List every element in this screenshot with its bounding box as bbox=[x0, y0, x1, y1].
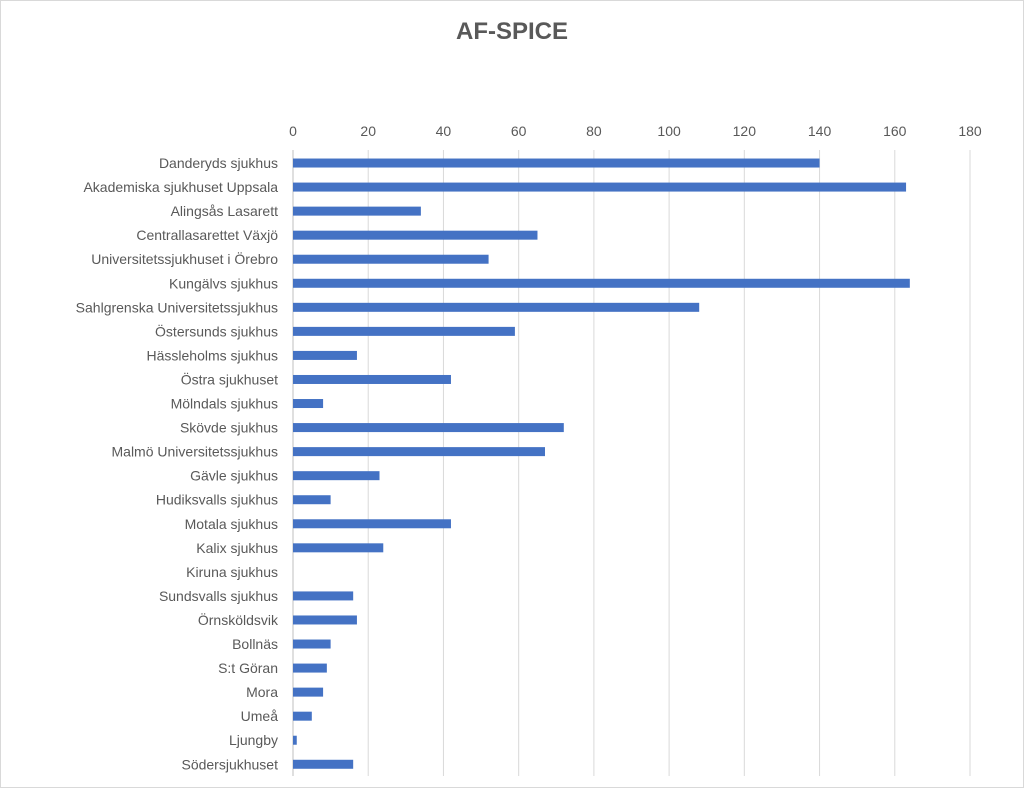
category-label: Mora bbox=[246, 684, 278, 700]
bar bbox=[293, 543, 384, 553]
category-label: Universitetssjukhuset i Örebro bbox=[91, 250, 278, 267]
category-label: Södersjukhuset bbox=[181, 756, 278, 772]
bar bbox=[293, 759, 354, 769]
bar bbox=[293, 735, 297, 745]
x-tick-label: 160 bbox=[883, 123, 907, 139]
category-label: Östersunds sjukhus bbox=[155, 322, 278, 339]
x-tick-label: 40 bbox=[436, 123, 452, 139]
bar bbox=[293, 399, 324, 409]
bar bbox=[293, 711, 312, 721]
bar bbox=[293, 687, 324, 697]
category-label: Hässleholms sjukhus bbox=[147, 347, 279, 363]
bar bbox=[293, 447, 545, 457]
bar bbox=[293, 206, 421, 216]
bar bbox=[293, 278, 910, 288]
bar bbox=[293, 639, 331, 649]
bar bbox=[293, 326, 515, 336]
bar bbox=[293, 615, 357, 625]
category-label: Sahlgrenska Universitetssjukhus bbox=[76, 299, 278, 315]
bar bbox=[293, 182, 907, 192]
x-tick-label: 0 bbox=[289, 123, 297, 139]
category-label: Malmö Universitetssjukhus bbox=[112, 444, 279, 460]
category-label: Bollnäs bbox=[232, 636, 278, 652]
category-label: Sundsvalls sjukhus bbox=[159, 588, 278, 604]
category-label: Mölndals sjukhus bbox=[171, 396, 278, 412]
category-label: Skövde sjukhus bbox=[180, 420, 278, 436]
category-labels: Danderyds sjukhus Akademiska sjukhuset Up… bbox=[76, 155, 279, 772]
category-label: Östra sjukhuset bbox=[181, 370, 278, 387]
bar bbox=[293, 254, 489, 264]
x-tick-label: 140 bbox=[808, 123, 832, 139]
bar bbox=[293, 423, 564, 433]
bar bbox=[293, 471, 380, 481]
bars bbox=[293, 158, 910, 769]
category-label: Danderyds sjukhus bbox=[159, 155, 278, 171]
x-tick-label: 120 bbox=[733, 123, 757, 139]
bar bbox=[293, 495, 331, 505]
bar bbox=[293, 591, 354, 601]
bar bbox=[293, 519, 451, 529]
category-label: S:t Göran bbox=[218, 660, 278, 676]
category-label: Ljungby bbox=[229, 732, 278, 748]
grid-lines bbox=[292, 150, 971, 776]
bar bbox=[293, 663, 327, 673]
category-label: Örnsköldsvik bbox=[198, 611, 279, 628]
x-axis-ticks: 0 20 40 60 80 100 120 140 160 180 bbox=[289, 123, 982, 139]
category-label: Centrallasarettet Växjö bbox=[136, 227, 278, 243]
category-label: Kiruna sjukhus bbox=[186, 564, 278, 580]
chart-title: AF-SPICE bbox=[455, 18, 568, 45]
category-label: Alingsås Lasarett bbox=[171, 203, 279, 219]
category-label: Umeå bbox=[241, 708, 279, 724]
bar bbox=[293, 350, 357, 360]
bar bbox=[293, 230, 538, 240]
bar bbox=[293, 302, 700, 312]
x-tick-label: 60 bbox=[511, 123, 527, 139]
category-label: Akademiska sjukhuset Uppsala bbox=[83, 179, 278, 195]
x-tick-label: 80 bbox=[586, 123, 602, 139]
category-label: Kalix sjukhus bbox=[196, 540, 278, 556]
category-label: Gävle sjukhus bbox=[190, 468, 278, 484]
x-tick-label: 20 bbox=[360, 123, 376, 139]
category-label: Kungälvs sjukhus bbox=[169, 275, 278, 291]
category-label: Hudiksvalls sjukhus bbox=[156, 492, 278, 508]
bar bbox=[293, 158, 820, 168]
x-tick-label: 100 bbox=[657, 123, 681, 139]
bar bbox=[293, 374, 451, 384]
category-label: Motala sjukhus bbox=[185, 516, 278, 532]
x-tick-label: 180 bbox=[958, 123, 982, 139]
